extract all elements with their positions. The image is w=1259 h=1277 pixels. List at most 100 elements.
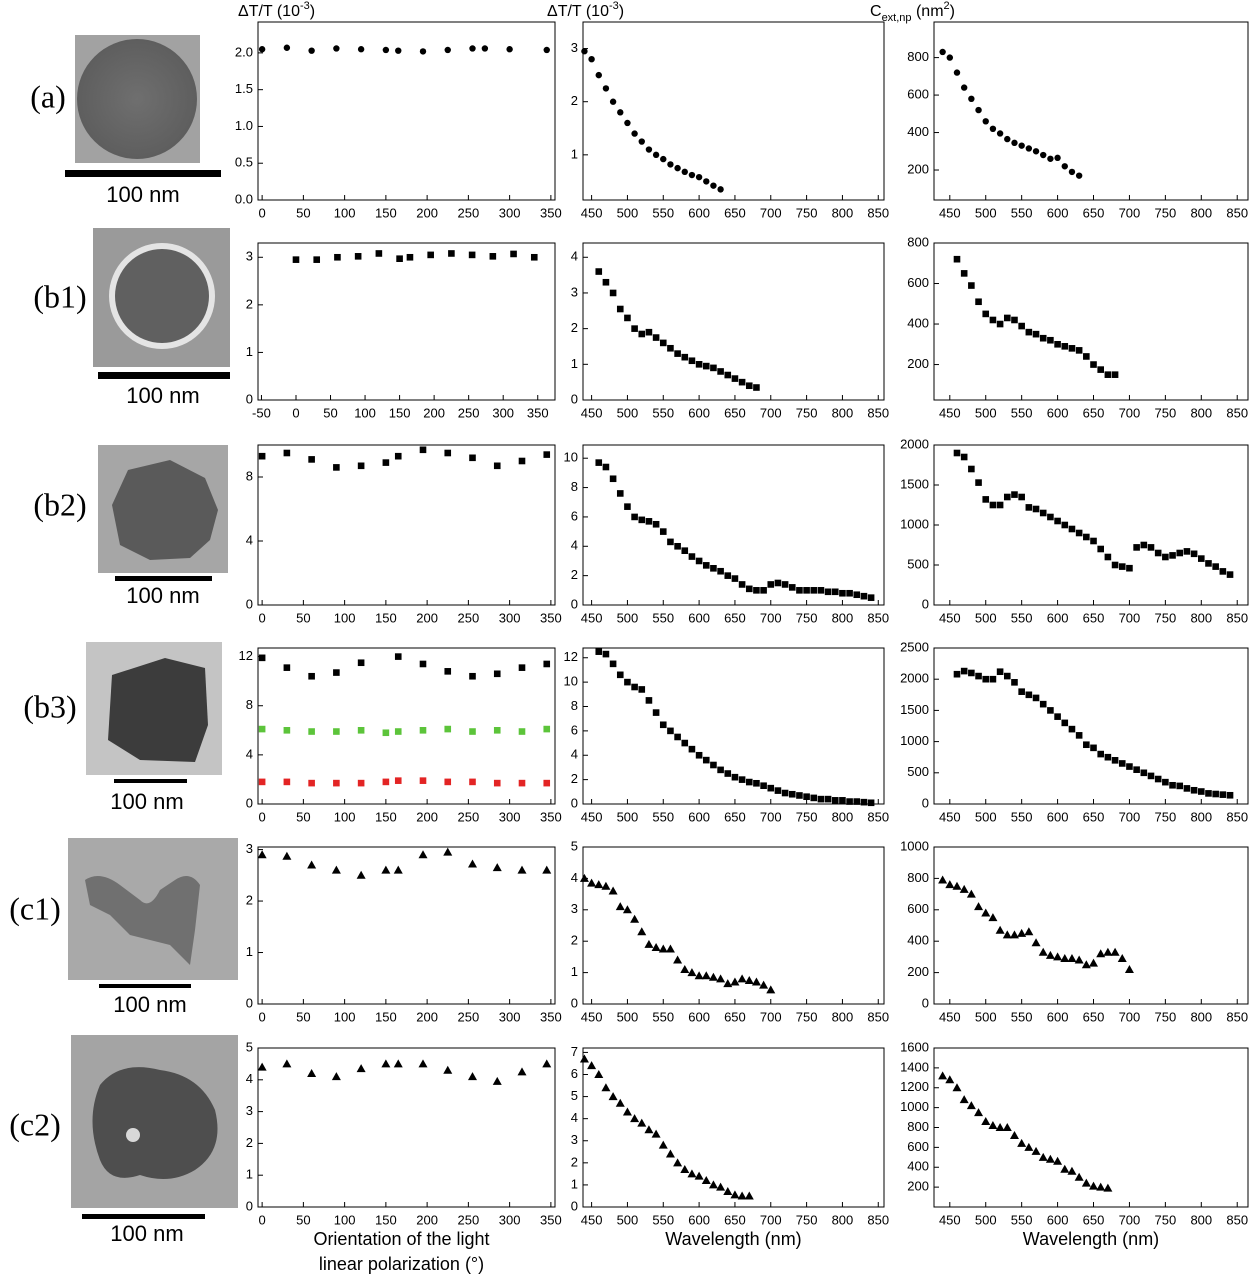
y-tick-label: 800 [907,234,929,249]
scale-bar [115,576,212,581]
data-point [1038,1152,1048,1161]
data-point [660,155,667,163]
x-tick-label: 600 [688,205,710,220]
data-point [448,250,455,257]
data-point [702,562,710,569]
x-tick-label: 700 [760,405,782,420]
y-tick-label: 1400 [900,1059,929,1074]
data-point [839,797,846,804]
data-point [1047,155,1054,162]
data-point [333,464,340,471]
x-tick-label: 100 [334,610,356,625]
x-tick-label: 500 [975,1009,997,1024]
data-point [444,668,452,675]
data-point [960,667,968,675]
y-tick-label: 0 [246,995,253,1010]
y-tick-label: 1500 [900,702,929,717]
data-point [1004,135,1011,143]
x-tick-label: 250 [458,205,480,220]
data-point [1140,541,1148,549]
data-point [760,587,767,594]
y-tick-label: 7 [571,1044,578,1059]
data-point [624,119,631,127]
y-tick-label: 2 [571,320,578,335]
data-point [708,972,718,981]
data-point [443,847,453,856]
data-point [982,675,990,683]
data-point [982,496,990,503]
data-point [702,362,710,370]
data-point [1003,672,1011,680]
data-point [579,873,589,882]
data-point [608,886,618,895]
data-point [609,475,617,483]
data-point [1090,744,1097,752]
y-tick-label: 10 [564,674,578,689]
x-tick-label: 800 [832,205,854,220]
data-point [258,452,266,460]
data-point [1054,154,1061,162]
data-point [615,902,625,911]
data-point [624,678,631,686]
data-point [283,726,291,734]
data-point [1047,513,1054,521]
data-point [774,579,782,587]
data-point [257,850,267,859]
data-point [333,669,340,676]
data-point [968,465,975,473]
data-point [530,253,538,261]
y-tick-label: 400 [907,315,929,330]
data-point [1103,1183,1113,1192]
plot-frame [582,242,885,401]
data-point [1054,713,1061,720]
data-point [1067,1166,1077,1175]
x-tick-label: 550 [1011,405,1033,420]
x-tick-label: 0 [259,205,266,220]
data-point [1197,788,1205,795]
y-tick-label: 600 [907,901,929,916]
plot-frame [582,21,885,201]
data-point [817,587,825,594]
data-point [737,1191,747,1200]
x-tick-label: 550 [1011,809,1033,824]
x-tick-label: 200 [423,405,445,420]
x-tick-label: 300 [499,610,521,625]
x-tick-label: 650 [1083,809,1105,824]
y-tick-label: 1600 [900,1039,929,1054]
x-tick-label: 500 [617,610,639,625]
y-tick-label: 2 [571,1154,578,1169]
data-point [393,865,403,874]
data-point [717,766,724,774]
data-point [968,282,975,289]
y-tick-label: 400 [907,124,929,139]
x-tick-label: 0 [259,809,266,824]
data-point [1061,163,1068,170]
x-tick-label: 850 [1226,1212,1248,1227]
x-tick-label: 800 [1190,610,1212,625]
data-point [960,270,968,277]
data-point [945,1075,955,1084]
data-point [1018,493,1025,501]
data-point [1081,1178,1091,1187]
data-point [975,672,982,680]
x-tick-label: 700 [1119,1009,1141,1024]
data-point [946,54,954,61]
x-tick-label: 800 [832,1009,854,1024]
x-tick-label: 650 [1083,1009,1105,1024]
y-tick-label: 400 [907,1159,929,1174]
y-tick-label: 1000 [900,1099,929,1114]
data-point [953,69,961,76]
data-point [493,779,501,787]
x-tick-label: 800 [1190,405,1212,420]
data-point [788,584,796,591]
data-point [839,589,846,597]
label-part: ext,np [882,12,912,24]
data-point [333,779,340,787]
x-tick-label: 450 [939,405,961,420]
data-point [609,289,617,297]
data-point [645,146,653,153]
data-point [751,977,761,986]
data-point [375,250,383,257]
data-point [645,518,653,525]
data-point [674,542,681,550]
